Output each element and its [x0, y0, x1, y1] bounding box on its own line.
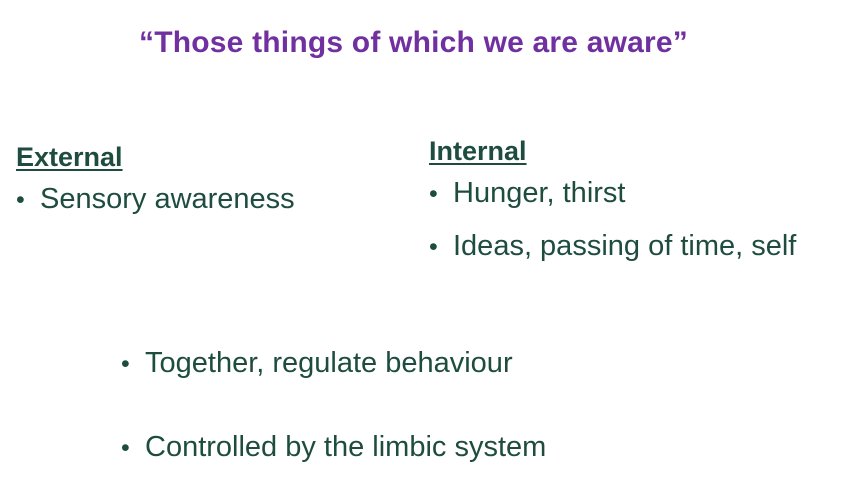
- bottom-bullet-1: • Together, regulate behaviour: [121, 345, 513, 382]
- bottom-bullet-2: • Controlled by the limbic system: [121, 429, 546, 466]
- bullet-icon: •: [121, 434, 130, 462]
- slide-title: “Those things of which we are aware”: [139, 26, 688, 59]
- internal-item-text: Ideas, passing of time, self: [453, 230, 797, 262]
- internal-bullet-2: • Ideas, passing of time, self: [429, 228, 796, 265]
- bullet-icon: •: [121, 350, 130, 378]
- external-bullet-1: • Sensory awareness: [16, 181, 295, 218]
- bottom-item-text: Controlled by the limbic system: [145, 431, 547, 463]
- external-item-text: Sensory awareness: [40, 183, 295, 215]
- bullet-icon: •: [429, 233, 438, 261]
- internal-item-text: Hunger, thirst: [453, 177, 626, 209]
- external-heading: External: [16, 142, 123, 172]
- bottom-item-text: Together, regulate behaviour: [145, 347, 513, 379]
- internal-heading: Internal: [429, 136, 527, 166]
- bullet-icon: •: [429, 180, 438, 208]
- internal-bullet-1: • Hunger, thirst: [429, 175, 625, 212]
- bullet-icon: •: [16, 186, 25, 214]
